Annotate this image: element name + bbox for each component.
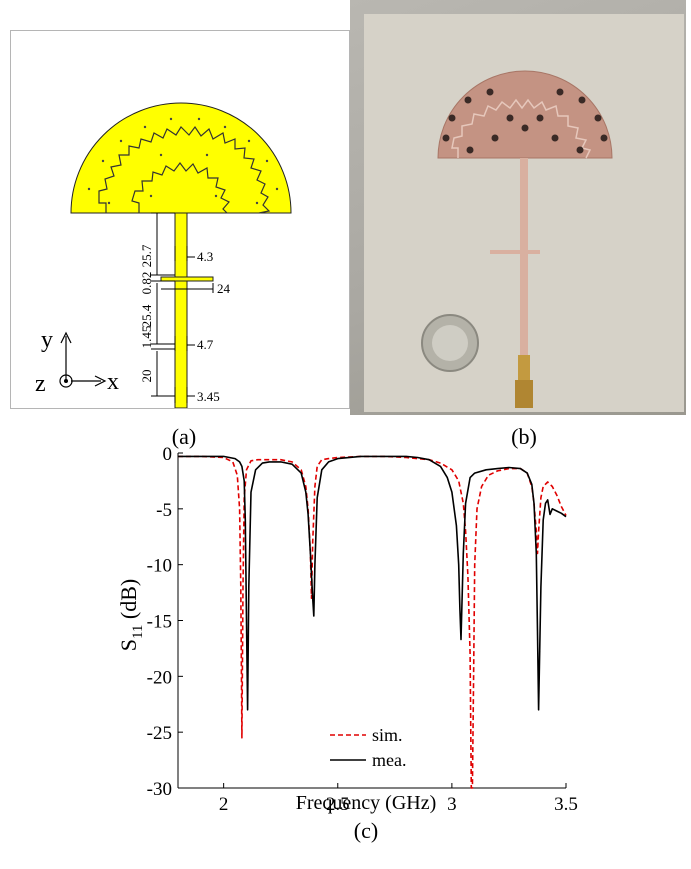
x-tick-label: 2.5 [326, 794, 350, 815]
dim-label-20: 20 [139, 370, 154, 383]
outer-meander-slot [98, 125, 271, 214]
copper-semicircle [437, 70, 613, 159]
caption-c: (c) [353, 818, 379, 843]
dim-label-0-82: 0.82 [139, 272, 154, 295]
photo-stub [490, 250, 540, 254]
coordinate-axes [59, 331, 107, 388]
legend-label-mea: mea. [372, 750, 406, 770]
dim-label-1-45: 1.45 [139, 326, 154, 349]
y-tick-label: 0 [163, 444, 173, 465]
coin-center [432, 325, 468, 361]
caption-a: (a) [171, 424, 197, 449]
photo-feed-line [520, 158, 528, 358]
dim-label-4-3: 4.3 [197, 249, 213, 264]
ylabel-sub: 11 [130, 625, 146, 639]
via-holes [87, 117, 279, 205]
inner-meander-slot [131, 162, 230, 214]
dim-label-24: 24 [217, 281, 231, 296]
semicircle-patch [70, 102, 292, 214]
feed-line [174, 212, 188, 409]
dim-label-3-45: 3.45 [197, 389, 220, 404]
y-tick-label: -5 [156, 500, 172, 521]
axis-y-label: y [41, 327, 53, 353]
x-tick-label: 2 [219, 794, 229, 815]
axis-z-label: z [35, 371, 46, 397]
y-tick-label: -30 [147, 779, 172, 800]
y-tick-label: -25 [147, 723, 172, 744]
dim-label-25-4: 25.4 [139, 304, 154, 327]
panel-a-frame: 25.7 4.3 0.82 24 25.4 1.45 4.7 20 3.45 y… [10, 30, 350, 409]
legend-label-sim: sim. [372, 725, 403, 745]
ylabel-unit: (dB) [116, 579, 141, 625]
photo-via-holes [442, 88, 608, 154]
z-axis-dot-icon [64, 379, 68, 383]
axis-x-label: x [107, 369, 119, 395]
chart-x-axis-label: Frequency (GHz) [296, 792, 437, 814]
s11-chart: 2 2.5 3 3.5 0 -5 -10 -15 -20 -25 -30 sim. mea. Freq… [116, 444, 578, 815]
dim-label-25-7: 25.7 [139, 244, 154, 267]
dimension-lines [151, 212, 214, 403]
antenna-layout-drawing: 25.7 4.3 0.82 24 25.4 1.45 4.7 20 3.45 y… [35, 102, 292, 409]
series-line-mea [178, 455, 567, 711]
x-tick-label: 3 [447, 794, 457, 815]
y-tick-label: -10 [147, 556, 172, 577]
sma-connector-body [515, 380, 533, 408]
chart-y-axis-label: S11 (dB) [116, 579, 146, 652]
x-tick-label: 3.5 [554, 794, 578, 815]
y-tick-label: -15 [147, 612, 172, 633]
caption-b: (b) [511, 424, 537, 449]
panel-b-photo [350, 0, 686, 415]
ylabel-main: S [116, 639, 141, 651]
photo-meander-slot [451, 98, 592, 159]
dim-label-4-7: 4.7 [197, 337, 214, 352]
antenna-photo-illustration [364, 14, 684, 412]
y-tick-label: -20 [147, 667, 172, 688]
stub-line [160, 276, 214, 282]
sma-connector [518, 355, 530, 380]
